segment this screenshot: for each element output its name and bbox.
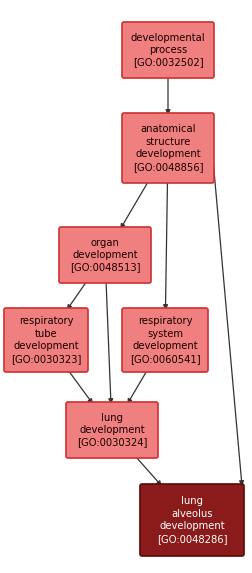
Text: lung
alveolus
development
[GO:0048286]: lung alveolus development [GO:0048286] bbox=[157, 496, 227, 544]
Text: lung
development
[GO:0030324]: lung development [GO:0030324] bbox=[77, 413, 147, 448]
FancyBboxPatch shape bbox=[122, 22, 214, 78]
Text: anatomical
structure
development
[GO:0048856]: anatomical structure development [GO:004… bbox=[133, 124, 203, 171]
FancyBboxPatch shape bbox=[59, 227, 151, 283]
FancyBboxPatch shape bbox=[122, 113, 214, 183]
Text: respiratory
system
development
[GO:0060541]: respiratory system development [GO:00605… bbox=[130, 316, 200, 364]
FancyBboxPatch shape bbox=[4, 308, 88, 372]
Text: organ
development
[GO:0048513]: organ development [GO:0048513] bbox=[70, 238, 140, 272]
FancyBboxPatch shape bbox=[122, 308, 208, 372]
Text: developmental
process
[GO:0032502]: developmental process [GO:0032502] bbox=[131, 33, 205, 68]
Text: respiratory
tube
development
[GO:0030323]: respiratory tube development [GO:0030323… bbox=[11, 316, 81, 364]
FancyBboxPatch shape bbox=[140, 484, 244, 556]
FancyBboxPatch shape bbox=[66, 402, 158, 458]
